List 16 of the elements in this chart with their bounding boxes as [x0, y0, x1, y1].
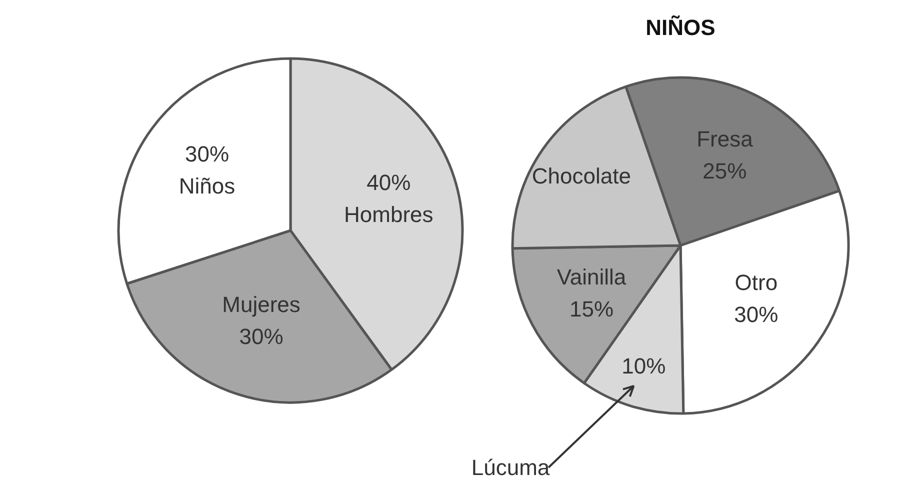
- data-label: 10%: [622, 353, 666, 378]
- slice-label: Vainilla: [556, 264, 627, 290]
- data-label: 30%: [184, 141, 230, 166]
- data-label: 15%: [569, 296, 614, 322]
- data-label: 30%: [239, 324, 284, 349]
- chart-title: NIÑOS: [646, 15, 716, 40]
- slice-label: Mujeres: [222, 292, 300, 317]
- slice-label: Hombres: [344, 202, 434, 228]
- slice-label: Niños: [178, 173, 236, 198]
- slice-label: Otro: [734, 270, 778, 295]
- slice-label: Fresa: [696, 126, 754, 152]
- slice-label: Lúcuma: [471, 455, 550, 480]
- data-label: 30%: [734, 302, 778, 327]
- data-label: 40%: [366, 170, 411, 196]
- slice-label: Chocolate: [532, 164, 631, 189]
- data-label: 25%: [702, 158, 747, 184]
